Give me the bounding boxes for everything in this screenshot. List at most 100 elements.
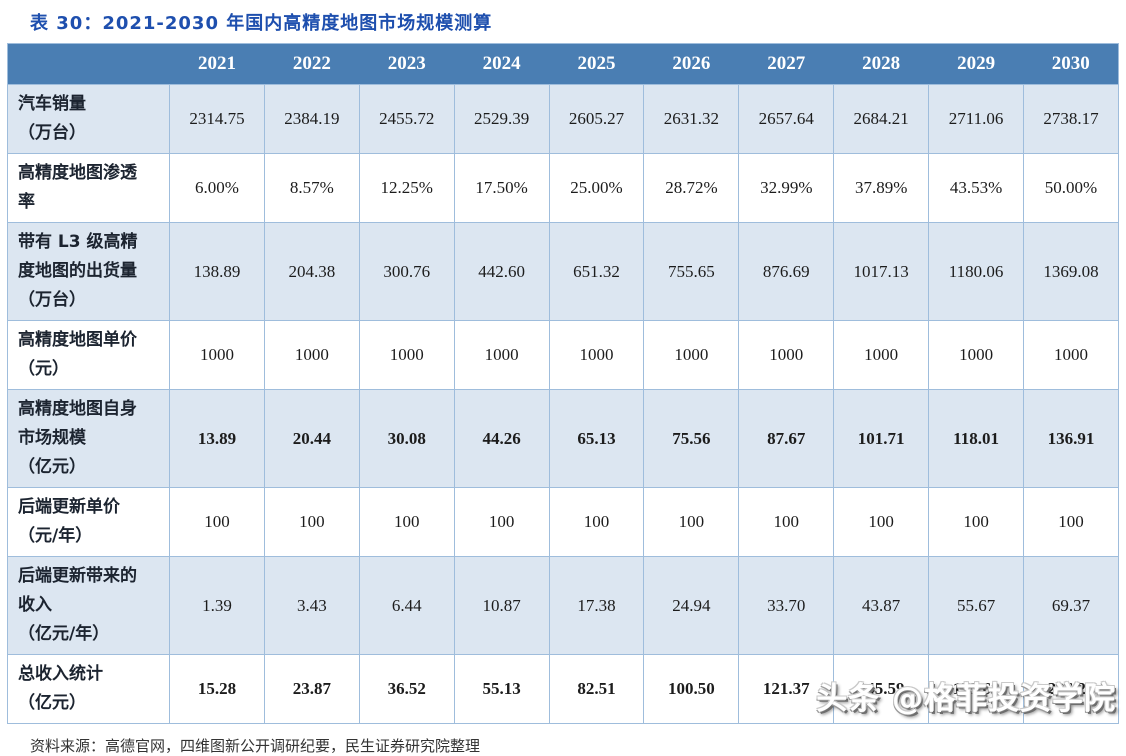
- corner-cell: [7, 43, 170, 85]
- row-label: 高精度地图渗透 率: [7, 153, 170, 223]
- table-row: 总收入统计 （亿元） 15.28 23.87 36.52 55.13 82.51 100.5…: [7, 654, 1119, 724]
- column-header-year: 2026: [643, 43, 739, 85]
- column-header-year: 2028: [833, 43, 929, 85]
- cell-value: 30.08: [358, 389, 455, 488]
- cell-value: 100: [263, 487, 360, 557]
- cell-value: 43.87: [833, 556, 930, 655]
- cell-value: 1000: [453, 320, 550, 390]
- cell-value: 100: [548, 487, 645, 557]
- cell-value: 100: [453, 487, 550, 557]
- cell-value: 44.26: [453, 389, 550, 488]
- cell-value: 2605.27: [548, 84, 645, 154]
- row-label: 带有 L3 级高精 度地图的出货量 （万台）: [7, 222, 170, 321]
- market-size-table: 2021 2022 2023 2024 2025 2026 2027 2028 2029 2030…: [7, 43, 1119, 724]
- cell-value: 1000: [738, 320, 835, 390]
- cell-value: 138.89: [169, 222, 265, 321]
- cell-value: 65.13: [548, 389, 645, 488]
- cell-value: 2738.17: [1023, 84, 1119, 154]
- cell-value: 1180.06: [928, 222, 1025, 321]
- column-header-year: 2025: [549, 43, 644, 85]
- column-header-year: 2030: [1023, 43, 1119, 85]
- cell-value: 100: [928, 487, 1025, 557]
- cell-value: 1000: [169, 320, 265, 390]
- cell-value: 3.43: [263, 556, 360, 655]
- row-label: 高精度地图单价 （元）: [7, 320, 170, 390]
- cell-value: 651.32: [548, 222, 645, 321]
- cell-value: 100: [833, 487, 930, 557]
- cell-value: 442.60: [453, 222, 550, 321]
- cell-value: 12.25%: [358, 153, 455, 223]
- table-header-row: 2021 2022 2023 2024 2025 2026 2027 2028 2029 2030: [7, 43, 1119, 85]
- cell-value: 2684.21: [833, 84, 930, 154]
- cell-value: 1017.13: [833, 222, 930, 321]
- cell-value: 87.67: [738, 389, 835, 488]
- cell-value: 1369.08: [1023, 222, 1119, 321]
- column-header-year: 2022: [264, 43, 360, 85]
- table-row: 后端更新带来的 收入 （亿元/年） 1.39 3.43 6.44 10.87 17.38 2…: [7, 556, 1119, 655]
- cell-value: 755.65: [643, 222, 740, 321]
- cell-value: 100.50: [643, 654, 740, 724]
- table-row: 后端更新单价 （元/年） 100 100 100 100 100 100 100 100 100 1…: [7, 487, 1119, 557]
- cell-value: 10.87: [453, 556, 550, 655]
- cell-value: 6.44: [358, 556, 455, 655]
- cell-value: 300.76: [358, 222, 455, 321]
- cell-value: 17.38: [548, 556, 645, 655]
- table-row: 高精度地图渗透 率 6.00% 8.57% 12.25% 17.50% 25.00% 28.…: [7, 153, 1119, 223]
- cell-value: 173.68: [928, 654, 1025, 724]
- cell-value: 2384.19: [263, 84, 360, 154]
- row-label: 汽车销量 （万台）: [7, 84, 170, 154]
- cell-value: 1000: [643, 320, 740, 390]
- cell-value: 6.00%: [169, 153, 265, 223]
- cell-value: 100: [1023, 487, 1119, 557]
- cell-value: 2657.64: [738, 84, 835, 154]
- row-label: 总收入统计 （亿元）: [7, 654, 170, 724]
- cell-value: 121.37: [738, 654, 835, 724]
- page-title: 表 30：2021-2030 年国内高精度地图市场规模测算: [30, 13, 493, 34]
- cell-value: 100: [643, 487, 740, 557]
- cell-value: 100: [169, 487, 265, 557]
- column-header-year: 2023: [359, 43, 455, 85]
- cell-value: 23.87: [263, 654, 360, 724]
- row-label: 后端更新带来的 收入 （亿元/年）: [7, 556, 170, 655]
- cell-value: 136.91: [1023, 389, 1119, 488]
- cell-value: 1000: [928, 320, 1025, 390]
- cell-value: 2631.32: [643, 84, 740, 154]
- cell-value: 20.44: [263, 389, 360, 488]
- cell-value: 24.94: [643, 556, 740, 655]
- cell-value: 37.89%: [833, 153, 930, 223]
- page: 表 30：2021-2030 年国内高精度地图市场规模测算 2021 2022 20…: [7, 13, 1119, 755]
- cell-value: 28.72%: [643, 153, 740, 223]
- cell-value: 2314.75: [169, 84, 265, 154]
- cell-value: 1000: [833, 320, 930, 390]
- column-header-year: 2024: [454, 43, 550, 85]
- cell-value: 15.28: [169, 654, 265, 724]
- cell-value: 36.52: [358, 654, 455, 724]
- cell-value: 145.59: [833, 654, 930, 724]
- cell-value: 17.50%: [453, 153, 550, 223]
- cell-value: 100: [738, 487, 835, 557]
- cell-value: 2455.72: [358, 84, 455, 154]
- column-header-year: 2027: [738, 43, 834, 85]
- column-header-year: 2021: [169, 43, 265, 85]
- table-row: 带有 L3 级高精 度地图的出货量 （万台） 138.89 204.38 300.76…: [7, 222, 1119, 321]
- cell-value: 100: [358, 487, 455, 557]
- cell-value: 55.67: [928, 556, 1025, 655]
- watermark-toutiao-account: 头条 @格菲投资学院: [816, 681, 1116, 717]
- cell-value: 82.51: [548, 654, 645, 724]
- cell-value: 43.53%: [928, 153, 1025, 223]
- cell-value: 69.37: [1023, 556, 1119, 655]
- row-label: 高精度地图自身 市场规模 （亿元）: [7, 389, 170, 488]
- cell-value: 2529.39: [453, 84, 550, 154]
- cell-value: 25.00%: [548, 153, 645, 223]
- table-row: 汽车销量 （万台） 2314.75 2384.19 2455.72 2529.39 260…: [7, 84, 1119, 154]
- source-note: 资料来源：高德官网，四维图新公开调研纪要，民生证券研究院整理: [30, 737, 481, 755]
- cell-value: 101.71: [833, 389, 930, 488]
- table-row: 高精度地图单价 （元） 1000 1000 1000 1000 1000 1000 1000 1…: [7, 320, 1119, 390]
- cell-value: 32.99%: [738, 153, 835, 223]
- cell-value: 1000: [263, 320, 360, 390]
- cell-value: 33.70: [738, 556, 835, 655]
- cell-value: 55.13: [453, 654, 550, 724]
- column-header-year: 2029: [928, 43, 1024, 85]
- cell-value: 206.27: [1023, 654, 1119, 724]
- cell-value: 118.01: [928, 389, 1025, 488]
